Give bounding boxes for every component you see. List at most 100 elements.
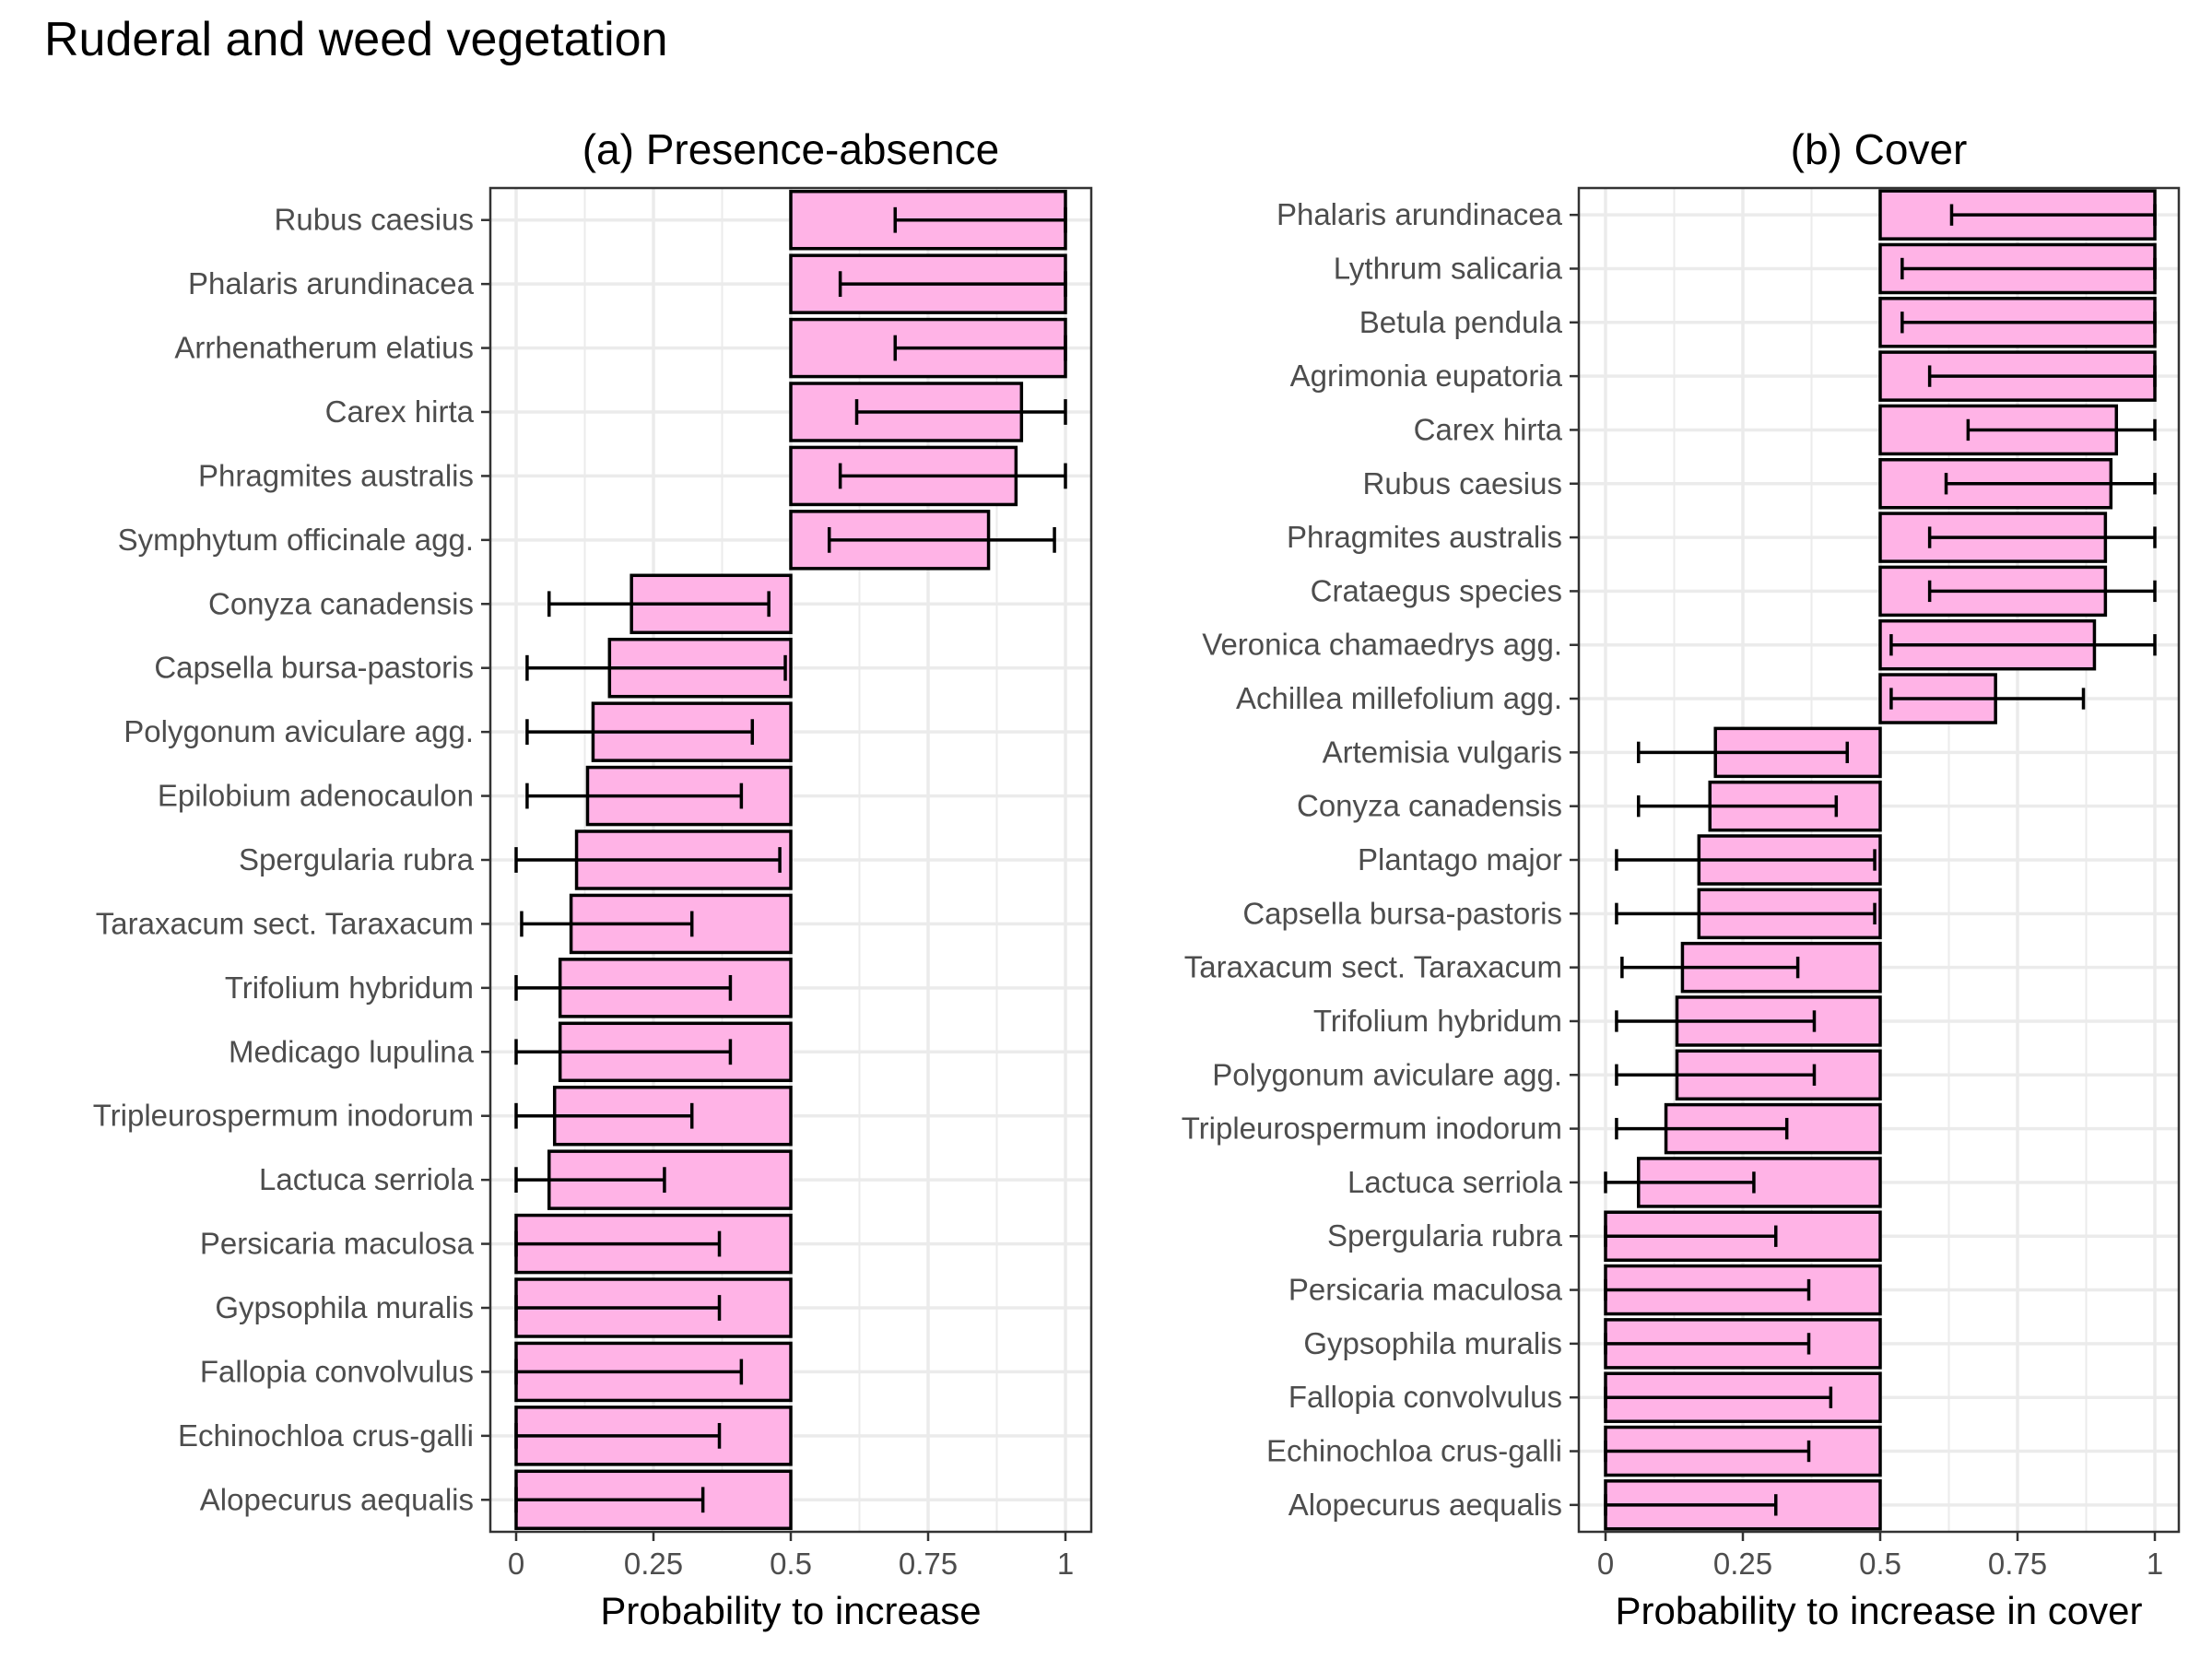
error-bar-veronica-chamaedrys-agg — [1889, 634, 2157, 656]
category-label: Gypsophila muralis — [215, 1290, 474, 1324]
panel-title: (a) Presence-absence — [582, 125, 1000, 173]
category-label: Trifolium hybridum — [1313, 1004, 1562, 1038]
error-bar-achillea-millefolium-agg — [1889, 688, 2086, 710]
error-bar-fallopia-convolvulus — [514, 1359, 744, 1385]
error-bar-carex-hirta — [854, 399, 1067, 425]
category-label: Phalaris arundinacea — [188, 266, 475, 300]
category-label: Crataegus species — [1311, 573, 1562, 607]
error-bar-phalaris-arundinacea — [838, 271, 1067, 298]
error-bar-persicaria-maculosa — [1604, 1278, 1811, 1301]
error-bar-medicago-lupulina — [514, 1039, 733, 1065]
x-tick-label: 0.25 — [624, 1547, 683, 1581]
x-axis-label: Probability to increase — [600, 1589, 981, 1632]
x-tick-label: 0.75 — [899, 1547, 958, 1581]
category-label: Phragmites australis — [1287, 520, 1562, 554]
category-label: Tripleurospermum inodorum — [93, 1099, 474, 1133]
category-label: Alopecurus aequalis — [1288, 1488, 1562, 1522]
category-label: Phragmites australis — [198, 458, 474, 492]
panel-title: (b) Cover — [1791, 125, 1968, 173]
error-bar-phragmites-australis — [838, 463, 1067, 489]
category-label: Polygonum aviculare agg. — [124, 714, 474, 748]
category-label: Carex hirta — [325, 394, 475, 429]
figure-title: Ruderal and weed vegetation — [44, 13, 667, 66]
category-label: Conyza canadensis — [208, 586, 474, 620]
category-label: Polygonum aviculare agg. — [1212, 1057, 1562, 1091]
category-label: Rubus caesius — [275, 203, 474, 237]
category-label: Tripleurospermum inodorum — [1182, 1112, 1562, 1146]
category-label: Lactuca serriola — [259, 1162, 475, 1196]
category-label: Achillea millefolium agg. — [1236, 681, 1562, 715]
category-label: Lactuca serriola — [1347, 1165, 1563, 1199]
category-label: Agrimonia eupatoria — [1290, 359, 1563, 393]
error-bar-phragmites-australis — [1927, 526, 2157, 548]
error-bar-artemisia-vulgaris — [1637, 741, 1849, 764]
category-label: Alopecurus aequalis — [200, 1482, 474, 1516]
x-tick-label: 0.25 — [1713, 1547, 1772, 1581]
error-bar-persicaria-maculosa — [514, 1230, 722, 1257]
error-bar-polygonum-aviculare-agg — [1615, 1064, 1817, 1086]
category-label: Fallopia convolvulus — [200, 1354, 474, 1388]
category-label: Taraxacum sect. Taraxacum — [96, 906, 474, 940]
category-label: Conyza canadensis — [1297, 789, 1562, 823]
error-bar-echinochloa-crus-galli — [1604, 1440, 1811, 1463]
category-label: Lythrum salicaria — [1334, 251, 1563, 285]
category-label: Persicaria maculosa — [200, 1227, 475, 1261]
category-label: Medicago lupulina — [229, 1034, 475, 1068]
category-label: Veronica chamaedrys agg. — [1202, 628, 1562, 662]
error-bar-crataegus-species — [1927, 580, 2157, 603]
category-label: Fallopia convolvulus — [1288, 1380, 1562, 1414]
category-label: Spergularia rubra — [1327, 1218, 1563, 1253]
error-bar-carex-hirta — [1966, 418, 2157, 441]
error-bar-rubus-caesius — [1944, 473, 2157, 495]
error-bar-rubus-caesius — [893, 206, 1067, 233]
error-bar-alopecurus-aequalis — [514, 1487, 705, 1513]
category-label: Capsella bursa-pastoris — [1242, 896, 1562, 930]
error-bar-gypsophila-muralis — [514, 1295, 722, 1321]
category-label: Gypsophila muralis — [1303, 1326, 1562, 1360]
category-label: Carex hirta — [1414, 412, 1563, 446]
error-bar-tripleurospermum-inodorum — [1615, 1117, 1789, 1140]
panel-cover: Phalaris arundinacea Lythrum salicaria Bet… — [1182, 125, 2181, 1632]
error-bar-echinochloa-crus-galli — [514, 1422, 722, 1449]
category-label: Plantago major — [1358, 842, 1562, 877]
x-tick-label: 0 — [508, 1547, 524, 1581]
error-bar-fallopia-convolvulus — [1604, 1386, 1833, 1408]
error-bar-alopecurus-aequalis — [1604, 1494, 1778, 1516]
error-bar-agrimonia-eupatoria — [1927, 365, 2157, 387]
category-label: Capsella bursa-pastoris — [154, 651, 474, 685]
panel-presence-absence: Rubus caesius Phalaris arundinacea Arrhena… — [93, 125, 1093, 1632]
category-label: Persicaria maculosa — [1288, 1273, 1563, 1307]
x-tick-label: 0.75 — [1988, 1547, 2047, 1581]
x-tick-label: 0.5 — [770, 1547, 812, 1581]
category-label: Trifolium hybridum — [225, 971, 474, 1005]
category-label: Taraxacum sect. Taraxacum — [1184, 950, 1562, 984]
error-bar-gypsophila-muralis — [1604, 1333, 1811, 1355]
x-tick-label: 1 — [1057, 1547, 1074, 1581]
error-bar-tripleurospermum-inodorum — [514, 1102, 694, 1129]
error-bar-epilobium-adenocaulon — [525, 782, 744, 809]
error-bar-trifolium-hybridum — [514, 974, 733, 1001]
category-label: Rubus caesius — [1363, 466, 1562, 500]
error-bar-arrhenatherum-elatius — [893, 335, 1067, 361]
error-bar-lythrum-salicaria — [1900, 257, 2157, 280]
error-bar-conyza-canadensis — [547, 591, 771, 618]
category-label: Spergularia rubra — [239, 842, 475, 877]
error-bar-trifolium-hybridum — [1615, 1010, 1817, 1032]
category-label: Arrhenatherum elatius — [174, 331, 474, 365]
error-bar-taraxacum-sect-taraxacum — [520, 911, 694, 937]
error-bar-spergularia-rubra — [514, 847, 782, 873]
error-bar-phalaris-arundinacea — [1949, 204, 2157, 226]
error-bar-capsella-bursa-pastoris — [1615, 902, 1877, 924]
category-label: Artemisia vulgaris — [1323, 735, 1562, 769]
error-bar-lactuca-serriola — [514, 1167, 666, 1194]
error-bar-betula-pendula — [1900, 312, 2157, 334]
category-label: Epilobium adenocaulon — [158, 779, 474, 813]
x-tick-label: 0 — [1597, 1547, 1614, 1581]
error-bar-capsella-bursa-pastoris — [525, 654, 787, 681]
error-bar-plantago-major — [1615, 849, 1877, 871]
error-bar-polygonum-aviculare-agg — [525, 719, 755, 746]
x-tick-label: 0.5 — [1859, 1547, 1901, 1581]
error-bar-spergularia-rubra — [1604, 1225, 1778, 1247]
category-label: Echinochloa crus-galli — [178, 1418, 474, 1453]
